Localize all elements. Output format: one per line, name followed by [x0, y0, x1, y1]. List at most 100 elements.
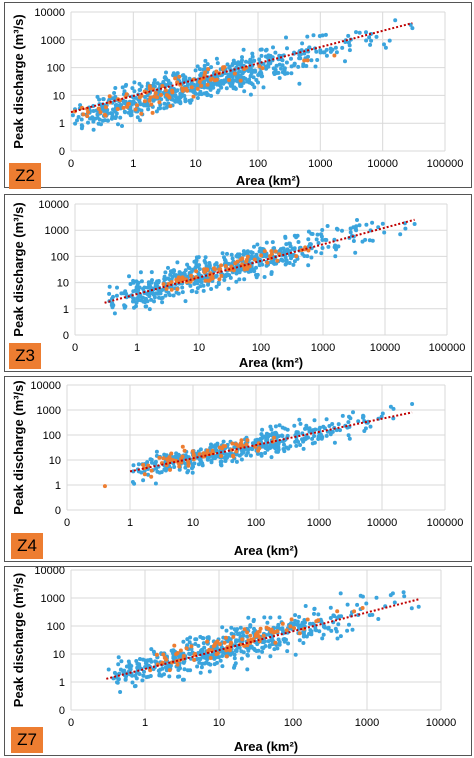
data-point-blue [209, 287, 214, 291]
data-point-blue [248, 73, 253, 78]
data-point-blue [201, 641, 206, 646]
data-point-blue [149, 297, 154, 302]
data-point-blue [229, 625, 234, 630]
data-point-blue [220, 251, 225, 256]
data-point-blue [264, 54, 269, 59]
data-point-blue [131, 289, 136, 294]
data-point-blue [152, 295, 157, 300]
data-point-orange [352, 609, 357, 614]
data-point-blue [151, 667, 156, 672]
data-point-orange [245, 438, 250, 443]
data-point-blue [325, 224, 330, 228]
data-point-blue [208, 662, 213, 667]
data-point-blue [205, 457, 210, 462]
data-point-orange [227, 648, 232, 653]
data-point-blue [232, 652, 237, 657]
data-point-orange [175, 287, 180, 292]
data-point-blue [115, 680, 119, 685]
data-point-blue [338, 634, 343, 639]
data-point-blue [369, 38, 374, 43]
data-point-blue [163, 468, 168, 473]
data-point-blue [295, 622, 300, 627]
data-point-blue [311, 33, 316, 38]
data-point-blue [314, 237, 319, 242]
data-point-blue [268, 615, 273, 620]
data-point-orange [234, 442, 239, 447]
data-point-blue [116, 122, 120, 127]
data-point-orange [231, 453, 235, 458]
data-point-orange [297, 631, 302, 636]
data-point-blue [370, 238, 375, 243]
data-point-blue [137, 285, 142, 290]
data-point-blue [152, 81, 156, 85]
data-point-blue [268, 260, 273, 265]
data-point-orange [142, 99, 147, 104]
data-point-orange [98, 110, 103, 115]
data-point-blue [183, 299, 188, 304]
data-point-blue [109, 116, 114, 121]
y-tick-label: 0 [59, 146, 65, 158]
data-point-blue [188, 635, 193, 640]
y-tick-label: 1000 [41, 593, 65, 605]
data-point-orange [275, 629, 280, 634]
data-point-blue [262, 275, 267, 279]
data-point-blue [303, 604, 308, 608]
x-tick-label: 10000 [367, 158, 398, 170]
data-point-blue [374, 34, 379, 39]
data-point-orange [97, 107, 101, 111]
data-point-blue [364, 601, 369, 606]
data-point-blue [309, 58, 314, 63]
data-point-blue [235, 62, 240, 67]
data-point-orange [229, 264, 234, 269]
y-tick-label: 10000 [30, 380, 61, 392]
data-point-blue [306, 237, 311, 242]
data-point-blue [152, 84, 157, 89]
data-point-blue [296, 240, 301, 244]
data-point-blue [225, 251, 229, 256]
data-point-blue [234, 459, 239, 464]
data-point-blue [224, 86, 229, 91]
data-point-blue [175, 98, 180, 103]
data-point-blue [364, 38, 369, 43]
data-point-blue [291, 252, 295, 257]
data-point-blue [193, 265, 198, 270]
data-point-blue [245, 634, 250, 639]
data-point-blue [234, 254, 239, 258]
data-point-blue [304, 64, 309, 68]
data-point-blue [149, 457, 154, 462]
data-point-orange [273, 249, 278, 254]
data-point-blue [416, 604, 421, 609]
data-point-blue [285, 247, 290, 252]
data-point-orange [294, 254, 299, 259]
data-point-blue [374, 595, 379, 600]
data-point-blue [186, 468, 191, 473]
data-point-blue [153, 481, 158, 486]
data-point-blue [259, 53, 264, 58]
data-point-blue [340, 228, 344, 233]
y-tick-label: 10000 [38, 199, 69, 211]
data-point-blue [355, 602, 360, 607]
data-point-blue [347, 622, 351, 627]
data-point-blue [273, 446, 278, 451]
data-point-orange [234, 449, 239, 454]
data-point-blue [224, 272, 229, 277]
data-point-blue [97, 97, 102, 102]
data-point-blue [247, 60, 252, 65]
y-axis-title: Peak discharge (m³/s) [11, 573, 26, 707]
data-point-blue [178, 99, 183, 104]
data-point-orange [261, 633, 266, 638]
data-point-blue [282, 66, 287, 71]
data-point-blue [171, 97, 175, 102]
data-point-blue [305, 34, 310, 39]
data-point-blue [281, 258, 286, 263]
data-point-blue [101, 97, 106, 102]
data-point-blue [338, 428, 342, 433]
data-point-orange [137, 95, 142, 100]
data-point-blue [209, 93, 214, 98]
data-point-blue [334, 428, 339, 433]
data-point-blue [126, 110, 131, 115]
data-point-blue [335, 636, 340, 641]
data-point-blue [354, 228, 359, 233]
data-point-blue [283, 262, 288, 267]
data-point-blue [174, 451, 179, 456]
